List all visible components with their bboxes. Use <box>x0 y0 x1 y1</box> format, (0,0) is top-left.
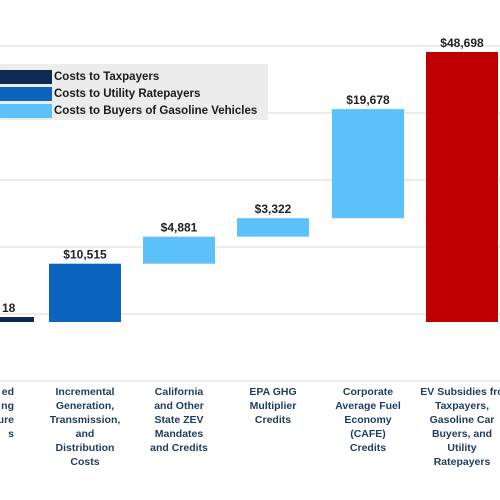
legend-label: Costs to Taxpayers <box>54 71 160 83</box>
category-label-line: s <box>8 428 14 440</box>
chart-legend: Costs to Taxpayers Costs to Utility Ratep… <box>0 64 268 120</box>
legend-swatch <box>0 87 52 101</box>
category-label-line: EPA GHG <box>249 386 297 398</box>
category-label-line: Costs <box>70 456 100 468</box>
category-label-line: California <box>154 386 204 398</box>
waterfall-bar <box>0 317 34 322</box>
category-label-line: Transmission, <box>49 414 121 426</box>
category-label: EV Subsidies fro Taxpayers, Gasoline Car Bu… <box>416 385 500 469</box>
category-label: EPA GHG Multiplier Credits <box>227 385 319 427</box>
category-label-line: and <box>75 428 95 440</box>
bar-value-label: $48,698 <box>440 36 484 50</box>
category-label-line: Incremental <box>55 386 115 398</box>
category-label: Incremental Generation, Transmission, and Di… <box>39 385 131 469</box>
legend-label: Costs to Buyers of Gasoline Vehicles <box>54 105 258 117</box>
legend-item: Costs to Utility Ratepayers <box>0 86 200 102</box>
legend-item: Costs to Taxpayers <box>0 69 159 85</box>
category-label-line: Gasoline Car <box>429 414 495 426</box>
category-label-line: Multiplier <box>249 400 297 412</box>
category-label-line: ng <box>1 400 14 412</box>
category-label-line: (CAFE) <box>350 428 386 440</box>
legend-swatch <box>0 70 52 84</box>
category-label-line: Ratepayers <box>433 456 491 468</box>
category-label-line: Mandates <box>154 428 204 440</box>
waterfall-bar <box>143 236 215 264</box>
legend-item: Costs to Buyers of Gasoline Vehicles <box>0 103 257 119</box>
category-label: California and Other State ZEV Mandates and … <box>133 385 225 455</box>
category-label-line: Buyers, and <box>431 428 493 440</box>
category-label-line: Average Fuel <box>335 400 401 412</box>
category-label-line: ed <box>1 386 14 398</box>
bar-value-label: 18 <box>2 301 16 315</box>
bar-value-label: $4,881 <box>161 221 198 235</box>
category-label: ed ng cture s <box>0 385 14 441</box>
category-label-line: and Other <box>154 400 204 412</box>
category-label-line: cture <box>0 414 14 426</box>
bar-value-label: $19,678 <box>346 93 390 107</box>
category-label-line: Utility <box>447 442 477 454</box>
category-label: Corporate Average Fuel Economy (CAFE) Credit… <box>322 385 414 455</box>
waterfall-bar <box>332 109 404 219</box>
category-label-line: EV Subsidies fro <box>420 386 500 398</box>
legend-swatch <box>0 104 52 118</box>
waterfall-bar <box>237 218 309 237</box>
category-label-line: Generation, <box>55 400 115 412</box>
legend-label: Costs to Utility Ratepayers <box>54 88 201 100</box>
category-label-line: Credits <box>349 442 387 454</box>
bar-value-label: $10,515 <box>63 248 107 262</box>
category-label-line: Credits <box>254 414 292 426</box>
category-label-line: Economy <box>344 414 392 426</box>
category-label-line: State ZEV <box>154 414 204 426</box>
category-label-line: and Credits <box>150 442 208 454</box>
category-label-line: Corporate <box>342 386 394 398</box>
category-label-line: Distribution <box>55 442 115 454</box>
waterfall-bar <box>426 52 498 322</box>
waterfall-bar <box>49 263 121 322</box>
bar-value-label: $3,322 <box>255 202 292 216</box>
category-label-line: Taxpayers, <box>434 400 490 412</box>
